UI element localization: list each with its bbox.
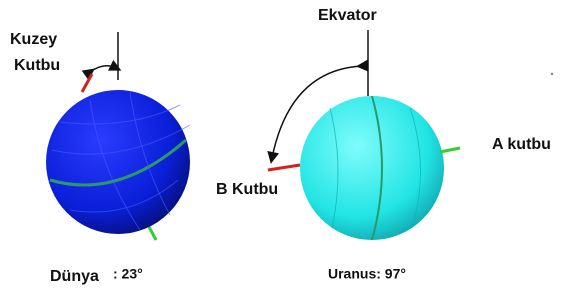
north-axis	[82, 74, 92, 92]
pole-b-axis	[268, 165, 300, 170]
south-axis	[148, 225, 156, 240]
north-pole-label: Kutbu	[14, 57, 60, 74]
uranus-sphere	[300, 96, 444, 240]
earth-label: Dünya	[50, 268, 99, 285]
uranus-group: Ekvator A kutbu B Kutbu Uranus: 97°	[216, 7, 551, 281]
uranus-label: Uranus: 97°	[328, 266, 406, 282]
equator-label: Ekvator	[318, 7, 377, 24]
diagram: Kuzey Kutbu Dünya : 23° Ekvator A kutbu …	[0, 0, 575, 296]
tilt-arrow	[90, 66, 116, 72]
pole-a-label: A kutbu	[492, 136, 551, 153]
pole-a-axis	[440, 148, 460, 152]
north-pole-label: Kuzey	[10, 31, 57, 48]
dot	[551, 73, 553, 75]
earth-group: Kuzey Kutbu Dünya : 23°	[10, 31, 190, 285]
earth-tilt: : 23°	[113, 266, 143, 282]
pole-b-label: B Kutbu	[216, 181, 278, 198]
